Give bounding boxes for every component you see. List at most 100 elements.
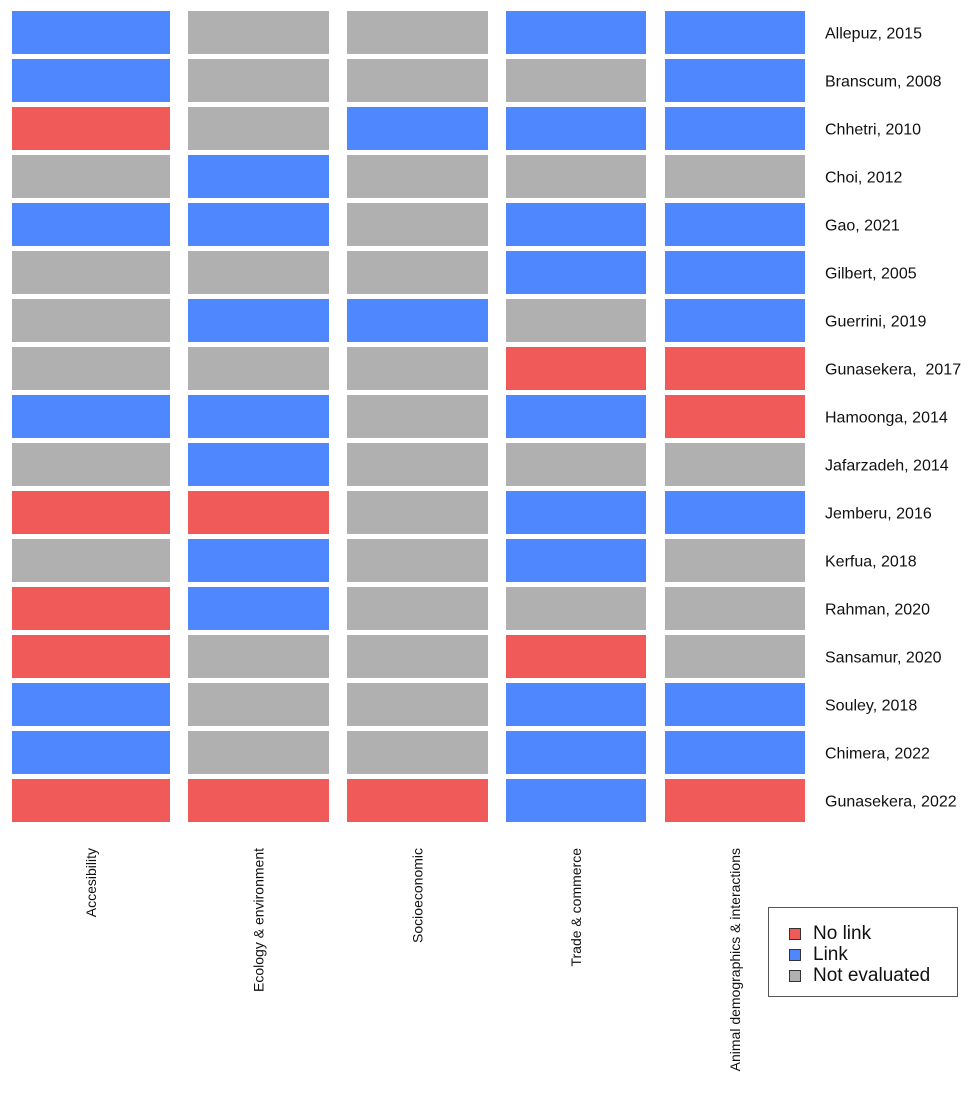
- cell-chimera-2022-animal-demographics-interactions: [665, 731, 805, 774]
- cell-rahman-2020-accesibility: [12, 587, 170, 630]
- cell-gunasekera-2022-animal-demographics-interactions: [665, 779, 805, 822]
- cell-sansamur-2020-accesibility: [12, 635, 170, 678]
- cell-gunasekera-2017-accesibility: [12, 347, 170, 390]
- cell-gunasekera-2022-socioeconomic: [347, 779, 488, 822]
- column-label: Trade & commerce: [568, 848, 584, 967]
- cell-gunasekera-2017-animal-demographics-interactions: [665, 347, 805, 390]
- cell-guerrini-2019-socioeconomic: [347, 299, 488, 342]
- cell-gilbert-2005-animal-demographics-interactions: [665, 251, 805, 294]
- cell-guerrini-2019-animal-demographics-interactions: [665, 299, 805, 342]
- row-label: Rahman, 2020: [825, 602, 930, 619]
- cell-branscum-2008-trade-commerce: [506, 59, 646, 102]
- cell-souley-2018-accesibility: [12, 683, 170, 726]
- cell-gilbert-2005-ecology-environment: [188, 251, 329, 294]
- cell-gunasekera-2017-trade-commerce: [506, 347, 646, 390]
- cell-allepuz-2015-animal-demographics-interactions: [665, 11, 805, 54]
- row-label: Gilbert, 2005: [825, 266, 917, 283]
- cell-chhetri-2010-ecology-environment: [188, 107, 329, 150]
- column-label: Ecology & environment: [251, 848, 267, 992]
- cell-branscum-2008-animal-demographics-interactions: [665, 59, 805, 102]
- cell-hamoonga-2014-socioeconomic: [347, 395, 488, 438]
- cell-guerrini-2019-trade-commerce: [506, 299, 646, 342]
- legend-item-no-link: No link: [789, 922, 871, 946]
- row-label: Chimera, 2022: [825, 746, 930, 763]
- cell-allepuz-2015-accesibility: [12, 11, 170, 54]
- legend: No link Link Not evaluated: [768, 907, 958, 997]
- cell-choi-2012-trade-commerce: [506, 155, 646, 198]
- cell-jemberu-2016-trade-commerce: [506, 491, 646, 534]
- cell-jemberu-2016-animal-demographics-interactions: [665, 491, 805, 534]
- cell-hamoonga-2014-accesibility: [12, 395, 170, 438]
- cell-choi-2012-ecology-environment: [188, 155, 329, 198]
- row-label: Hamoonga, 2014: [825, 410, 948, 427]
- cell-souley-2018-ecology-environment: [188, 683, 329, 726]
- cell-branscum-2008-socioeconomic: [347, 59, 488, 102]
- cell-jafarzadeh-2014-socioeconomic: [347, 443, 488, 486]
- cell-gilbert-2005-socioeconomic: [347, 251, 488, 294]
- cell-jafarzadeh-2014-trade-commerce: [506, 443, 646, 486]
- row-label: Jafarzadeh, 2014: [825, 458, 949, 475]
- column-label: Animal demographics & interactions: [727, 848, 743, 1071]
- row-label: Choi, 2012: [825, 170, 902, 187]
- cell-rahman-2020-animal-demographics-interactions: [665, 587, 805, 630]
- row-label: Guerrini, 2019: [825, 314, 926, 331]
- legend-label-link: Link: [813, 944, 848, 965]
- cell-chimera-2022-accesibility: [12, 731, 170, 774]
- cell-choi-2012-accesibility: [12, 155, 170, 198]
- cell-sansamur-2020-trade-commerce: [506, 635, 646, 678]
- cell-gao-2021-trade-commerce: [506, 203, 646, 246]
- cell-guerrini-2019-ecology-environment: [188, 299, 329, 342]
- cell-kerfua-2018-trade-commerce: [506, 539, 646, 582]
- cell-hamoonga-2014-trade-commerce: [506, 395, 646, 438]
- cell-gao-2021-animal-demographics-interactions: [665, 203, 805, 246]
- cell-hamoonga-2014-ecology-environment: [188, 395, 329, 438]
- cell-gilbert-2005-accesibility: [12, 251, 170, 294]
- cell-kerfua-2018-socioeconomic: [347, 539, 488, 582]
- cell-chimera-2022-trade-commerce: [506, 731, 646, 774]
- column-label: Socioeconomic: [410, 848, 426, 943]
- legend-item-link: Link: [789, 943, 848, 967]
- cell-chhetri-2010-accesibility: [12, 107, 170, 150]
- cell-souley-2018-animal-demographics-interactions: [665, 683, 805, 726]
- cell-gao-2021-socioeconomic: [347, 203, 488, 246]
- row-label: Sansamur, 2020: [825, 650, 942, 667]
- cell-choi-2012-animal-demographics-interactions: [665, 155, 805, 198]
- row-label: Chhetri, 2010: [825, 122, 921, 139]
- cell-jafarzadeh-2014-animal-demographics-interactions: [665, 443, 805, 486]
- cell-jemberu-2016-socioeconomic: [347, 491, 488, 534]
- row-label: Allepuz, 2015: [825, 26, 922, 43]
- row-label: Gunasekera, 2017: [825, 362, 961, 379]
- cell-gao-2021-ecology-environment: [188, 203, 329, 246]
- cell-rahman-2020-trade-commerce: [506, 587, 646, 630]
- cell-jemberu-2016-accesibility: [12, 491, 170, 534]
- row-label: Jemberu, 2016: [825, 506, 932, 523]
- legend-label-not-evaluated: Not evaluated: [813, 965, 931, 986]
- cell-souley-2018-socioeconomic: [347, 683, 488, 726]
- cell-chhetri-2010-trade-commerce: [506, 107, 646, 150]
- row-label: Gao, 2021: [825, 218, 900, 235]
- cell-chhetri-2010-socioeconomic: [347, 107, 488, 150]
- cell-rahman-2020-socioeconomic: [347, 587, 488, 630]
- row-label: Souley, 2018: [825, 698, 917, 715]
- legend-swatch-not-evaluated: [789, 970, 801, 982]
- row-label: Kerfua, 2018: [825, 554, 917, 571]
- cell-guerrini-2019-accesibility: [12, 299, 170, 342]
- cell-kerfua-2018-accesibility: [12, 539, 170, 582]
- cell-gunasekera-2017-ecology-environment: [188, 347, 329, 390]
- cell-gunasekera-2022-accesibility: [12, 779, 170, 822]
- cell-branscum-2008-ecology-environment: [188, 59, 329, 102]
- cell-gunasekera-2017-socioeconomic: [347, 347, 488, 390]
- cell-kerfua-2018-ecology-environment: [188, 539, 329, 582]
- cell-chimera-2022-socioeconomic: [347, 731, 488, 774]
- cell-sansamur-2020-ecology-environment: [188, 635, 329, 678]
- cell-gunasekera-2022-ecology-environment: [188, 779, 329, 822]
- cell-jemberu-2016-ecology-environment: [188, 491, 329, 534]
- cell-souley-2018-trade-commerce: [506, 683, 646, 726]
- cell-jafarzadeh-2014-accesibility: [12, 443, 170, 486]
- cell-gunasekera-2022-trade-commerce: [506, 779, 646, 822]
- cell-chimera-2022-ecology-environment: [188, 731, 329, 774]
- legend-label-no-link: No link: [813, 923, 872, 944]
- cell-gao-2021-accesibility: [12, 203, 170, 246]
- cell-allepuz-2015-ecology-environment: [188, 11, 329, 54]
- row-label: Gunasekera, 2022: [825, 794, 957, 811]
